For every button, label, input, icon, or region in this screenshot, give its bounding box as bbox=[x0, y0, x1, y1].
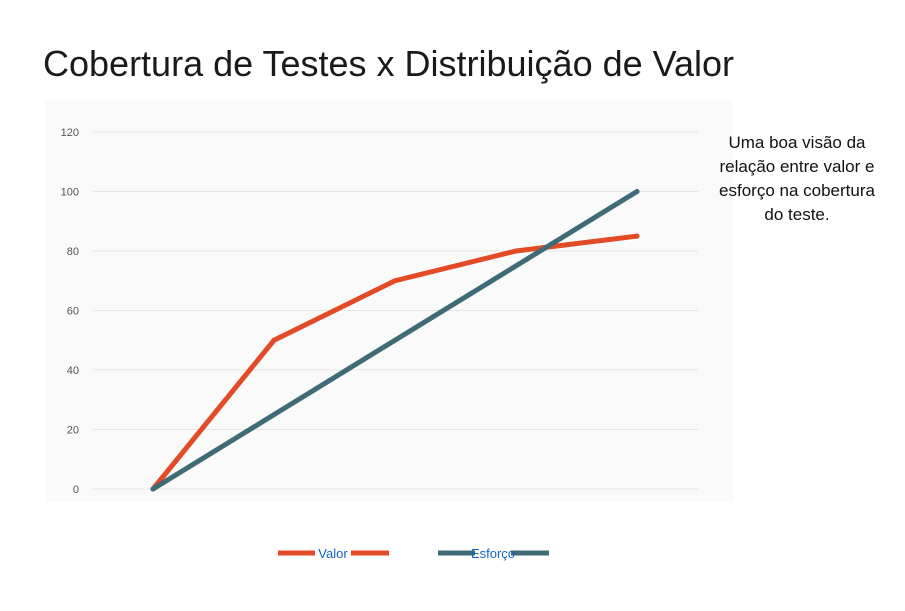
data-point-valor-4 bbox=[634, 233, 640, 239]
legend: Valor Esforço bbox=[278, 546, 549, 561]
slide-title: Cobertura de Testes x Distribuição de Va… bbox=[43, 43, 735, 84]
y-tick-label-80: 80 bbox=[67, 246, 79, 258]
data-point-valor-1 bbox=[271, 337, 277, 343]
y-tick-label-0: 0 bbox=[73, 484, 79, 496]
y-tick-label-100: 100 bbox=[61, 187, 79, 199]
side-note: Uma boa visão da relação entre valor e e… bbox=[719, 133, 875, 224]
series-line-valor bbox=[150, 233, 640, 492]
data-point-esforço-1 bbox=[271, 412, 277, 418]
series-lines bbox=[150, 189, 640, 492]
data-point-valor-3 bbox=[513, 248, 519, 254]
gridlines bbox=[93, 131, 698, 490]
legend-label-valor: Valor bbox=[318, 546, 348, 561]
y-axis-ticks: 0 20 40 60 80 100 120 bbox=[61, 127, 79, 496]
data-point-valor-2 bbox=[392, 278, 398, 284]
y-tick-label-40: 40 bbox=[67, 365, 79, 377]
y-tick-label-20: 20 bbox=[67, 425, 79, 437]
chart-panel bbox=[45, 100, 733, 502]
data-point-esforço-4 bbox=[634, 189, 640, 194]
y-tick-label-120: 120 bbox=[61, 127, 79, 139]
legend-label-esforço: Esforço bbox=[471, 546, 515, 561]
y-tick-label-60: 60 bbox=[67, 306, 79, 318]
data-point-esforço-0 bbox=[150, 486, 156, 492]
data-point-esforço-3 bbox=[513, 263, 519, 269]
data-point-esforço-2 bbox=[392, 337, 398, 343]
